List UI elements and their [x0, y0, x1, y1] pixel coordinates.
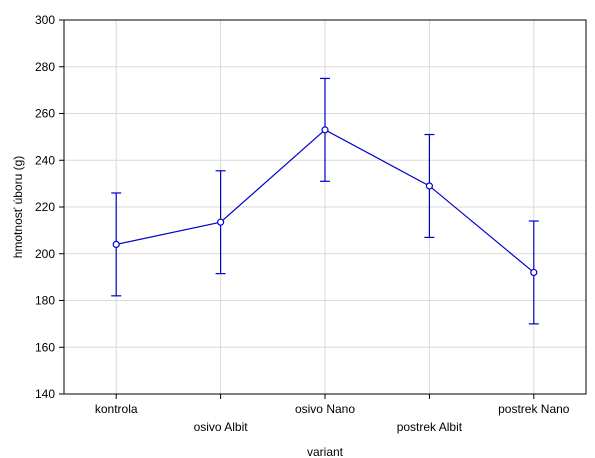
y-tick-label: 240 — [35, 153, 55, 167]
y-tick-label: 140 — [35, 387, 55, 401]
series-layer — [111, 77, 539, 325]
y-tick-label: 220 — [35, 200, 55, 214]
x-axis-title: variant — [307, 445, 344, 458]
y-tick-label: 200 — [35, 247, 55, 261]
x-tick-label: osivo Albit — [194, 420, 249, 434]
y-tick-label: 180 — [35, 294, 55, 308]
y-tick-label: 300 — [35, 13, 55, 27]
x-tick-label: postrek Albit — [397, 420, 463, 434]
x-axis: kontrola osivo Albit osivo Nano postrek Alb… — [95, 394, 570, 434]
y-tick-label: 280 — [35, 60, 55, 74]
y-axis-title: hmotnosť úboru (g) — [11, 156, 25, 259]
data-point — [321, 126, 329, 134]
x-tick-label: kontrola — [95, 402, 138, 416]
data-point — [217, 218, 225, 226]
data-point — [530, 268, 538, 277]
x-tick-label: osivo Nano — [295, 402, 355, 416]
data-point — [112, 240, 120, 248]
y-tick-label: 160 — [35, 340, 55, 354]
data-point — [425, 182, 433, 190]
x-tick-label: postrek Nano — [498, 402, 570, 416]
y-axis: 140 160 180 200 220 240 260 280 300 — [35, 13, 64, 401]
y-tick-label: 260 — [35, 107, 55, 121]
